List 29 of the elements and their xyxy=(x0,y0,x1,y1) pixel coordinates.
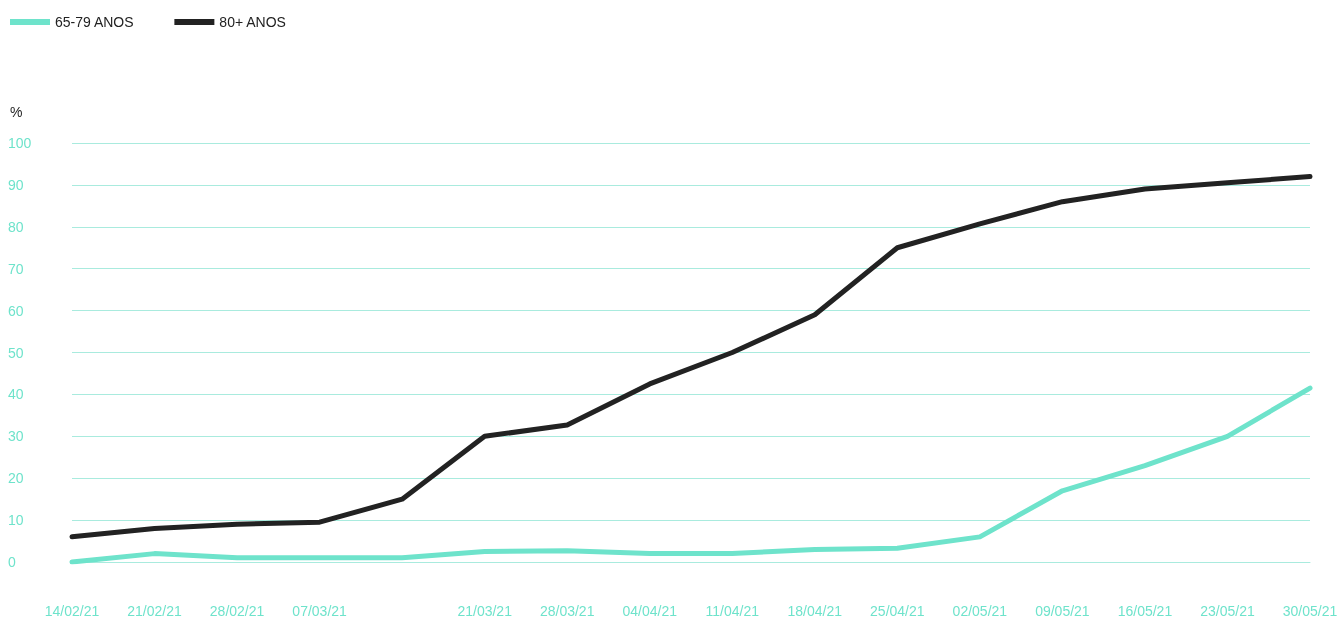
y-tick-label: 10 xyxy=(8,512,24,529)
x-tick-label: 21/03/21 xyxy=(457,603,513,619)
x-tick-label: 30/05/21 xyxy=(1282,603,1338,619)
x-tick-label: 02/05/21 xyxy=(952,603,1008,619)
y-tick-label: 90 xyxy=(8,176,24,193)
x-tick-label: 21/02/21 xyxy=(127,603,182,619)
x-tick-label: 11/04/21 xyxy=(705,603,760,619)
y-tick-label: 0 xyxy=(8,554,16,570)
y-tick-label: 80 xyxy=(8,218,24,235)
x-tick-label: 23/05/21 xyxy=(1200,603,1255,619)
y-tick-label: 60 xyxy=(8,302,24,319)
x-tick-label: 07/03/21 xyxy=(292,603,348,619)
x-tick-label: 28/02/21 xyxy=(209,603,265,619)
y-tick-label: 40 xyxy=(8,386,24,403)
x-tick-label: 18/04/21 xyxy=(787,603,843,619)
x-tick-label: 25/04/21 xyxy=(870,603,925,619)
x-tick-label: 09/05/21 xyxy=(1035,603,1090,619)
x-tick-label: 16/05/21 xyxy=(1117,603,1173,619)
legend-label: 80+ ANOS xyxy=(219,14,286,30)
y-tick-label: 100 xyxy=(8,135,32,151)
y-tick-label: 70 xyxy=(8,260,24,277)
x-tick-label: 04/04/21 xyxy=(622,603,678,619)
y-tick-label: 20 xyxy=(8,470,24,487)
x-tick-label: 28/03/21 xyxy=(539,603,595,619)
x-tick-label: 14/02/21 xyxy=(44,603,100,619)
y-tick-label: 30 xyxy=(8,428,24,445)
y-axis-title: % xyxy=(10,104,23,120)
y-tick-label: 50 xyxy=(8,344,24,361)
legend-label: 65-79 ANOS xyxy=(55,14,134,30)
